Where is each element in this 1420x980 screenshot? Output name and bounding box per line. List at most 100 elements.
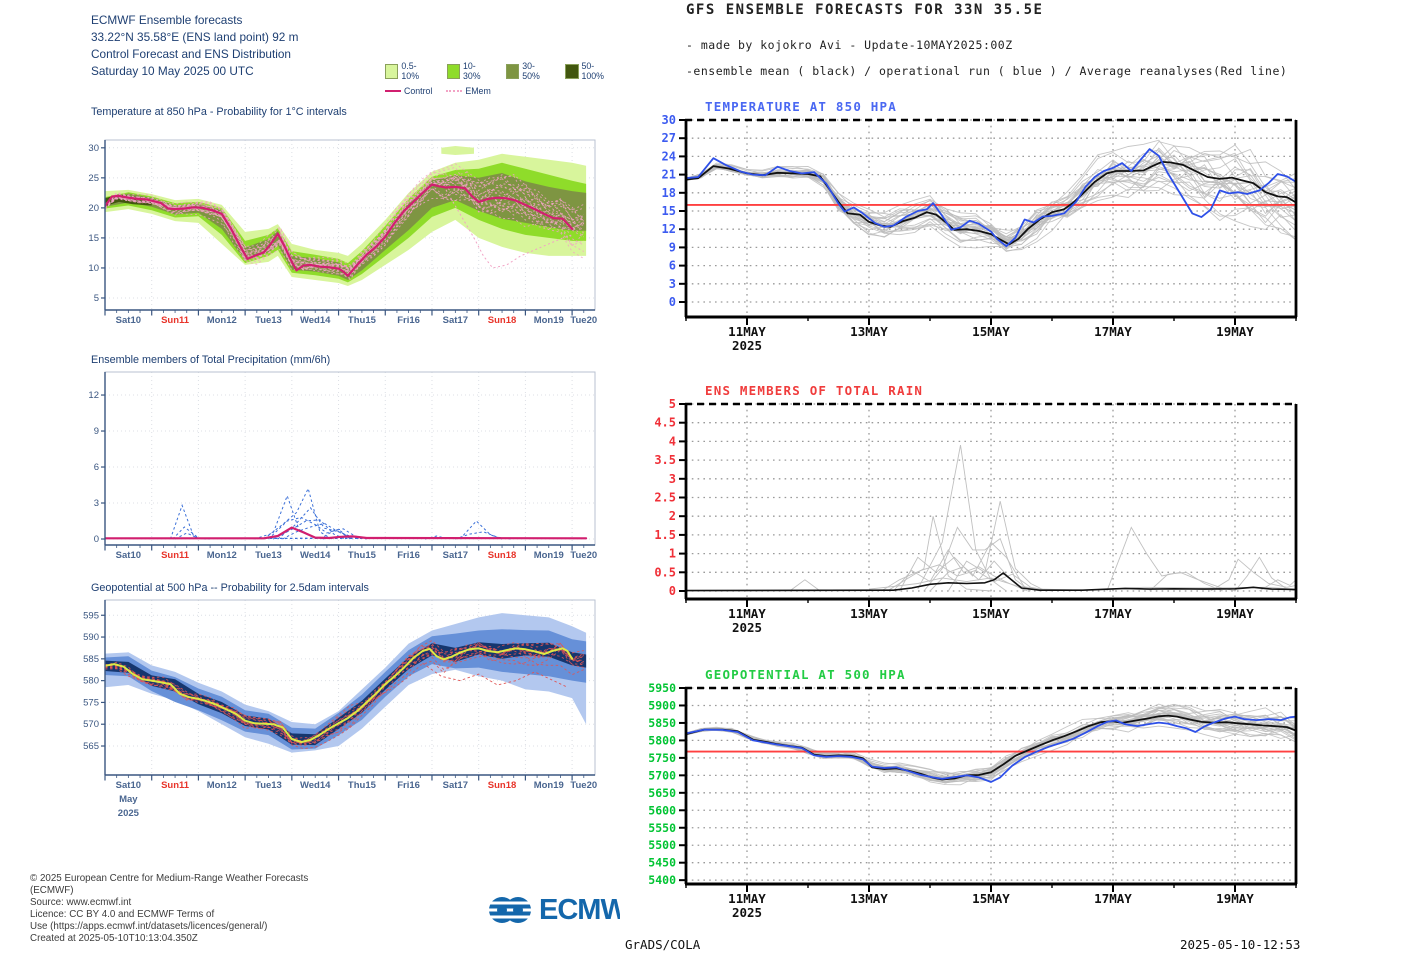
svg-text:18: 18 — [662, 186, 676, 200]
svg-text:595: 595 — [83, 610, 99, 621]
svg-text:15MAY: 15MAY — [972, 606, 1010, 621]
svg-text:Tue20: Tue20 — [570, 780, 597, 791]
ecmwf-logo-text: ECMWF — [539, 893, 620, 926]
svg-text:19MAY: 19MAY — [1216, 891, 1254, 906]
footer-licence: Licence: CC BY 4.0 and ECMWF Terms of — [30, 909, 215, 920]
svg-text:10: 10 — [88, 263, 99, 274]
legend-item-band1: 0.5-10% — [385, 61, 433, 81]
svg-text:565: 565 — [83, 741, 99, 752]
svg-text:Thu15: Thu15 — [348, 780, 377, 791]
svg-text:Sun18: Sun18 — [488, 315, 517, 326]
svg-text:15MAY: 15MAY — [972, 324, 1010, 339]
svg-text:Sat17: Sat17 — [443, 780, 468, 791]
svg-text:25: 25 — [88, 173, 99, 184]
svg-text:5: 5 — [94, 293, 99, 304]
band3-swatch — [505, 63, 520, 79]
svg-text:Fri16: Fri16 — [397, 780, 420, 791]
svg-text:2.5: 2.5 — [654, 490, 676, 504]
svg-text:Wed14: Wed14 — [300, 550, 331, 561]
svg-text:Thu15: Thu15 — [348, 315, 377, 326]
gfs-rain-title: ENS MEMBERS OF TOTAL RAIN — [705, 383, 924, 398]
svg-text:585: 585 — [83, 654, 99, 665]
svg-text:Sat17: Sat17 — [443, 315, 468, 326]
svg-text:24: 24 — [662, 149, 676, 163]
ecmwf-product-title: ECMWF Ensemble forecasts — [91, 13, 243, 27]
svg-text:Tue20: Tue20 — [570, 315, 597, 326]
svg-text:2025: 2025 — [732, 620, 762, 635]
svg-text:2025: 2025 — [732, 905, 762, 920]
svg-text:0.5: 0.5 — [654, 565, 676, 579]
svg-text:0: 0 — [669, 295, 676, 309]
ecmwf-temp850-title: Temperature at 850 hPa - Probability for… — [91, 106, 347, 118]
svg-text:5400: 5400 — [648, 873, 676, 887]
band4-label: 50-100% — [581, 61, 605, 81]
svg-text:590: 590 — [83, 632, 99, 643]
svg-text:5: 5 — [669, 397, 676, 411]
svg-text:5650: 5650 — [648, 786, 676, 800]
svg-text:6: 6 — [94, 462, 99, 473]
svg-text:Mon12: Mon12 — [207, 315, 237, 326]
svg-text:Mon19: Mon19 — [534, 780, 564, 791]
band2-swatch — [446, 63, 460, 79]
ecmwf-legend: 0.5-10% 10-30% 30-50% 50-100% Control — [385, 61, 615, 96]
svg-text:Sun11: Sun11 — [161, 550, 190, 561]
svg-text:13MAY: 13MAY — [850, 606, 888, 621]
legend-item-band4: 50-100% — [565, 61, 615, 81]
svg-text:May: May — [119, 794, 138, 805]
footer-created-at: Created at 2025-05-10T10:13:04.350Z — [30, 933, 198, 944]
svg-text:Sat10: Sat10 — [116, 780, 141, 791]
svg-text:Sat10: Sat10 — [116, 315, 141, 326]
svg-text:5800: 5800 — [648, 733, 676, 747]
ecmwf-geopot-title: Geopotential at 500 hPa -- Probability f… — [91, 582, 369, 594]
svg-text:Fri16: Fri16 — [397, 550, 420, 561]
svg-text:5950: 5950 — [648, 681, 676, 695]
ecmwf-precip-plot: 0 3 6 9 12 Sat10 Sun11 Mon12 Tue13 Wed14 Thu15 Fri1… — [88, 371, 597, 561]
svg-text:15: 15 — [88, 233, 99, 244]
svg-text:Sat10: Sat10 — [116, 550, 141, 561]
ecmwf-geopot-plot: 565 570 575 580 585 590 595 Sat10 Sun11 Mon12 Tue1… — [83, 599, 597, 819]
svg-text:30: 30 — [662, 113, 676, 127]
svg-text:3: 3 — [669, 277, 676, 291]
ecmwf-logo: ECMWF — [489, 892, 620, 928]
ecmwf-logo-mark — [489, 897, 533, 923]
svg-text:11MAY: 11MAY — [728, 324, 766, 339]
svg-text:5700: 5700 — [648, 768, 676, 782]
svg-text:Mon19: Mon19 — [534, 315, 564, 326]
gfs-title: GFS ENSEMBLE FORECASTS FOR 33N 35.5E — [686, 2, 1044, 18]
ecmwf-footer: © 2025 European Centre for Medium-Range … — [30, 873, 308, 945]
svg-text:11MAY: 11MAY — [728, 606, 766, 621]
ecmwf-location: 33.22°N 35.58°E (ENS land point) 92 m — [91, 30, 299, 44]
svg-text:6: 6 — [669, 259, 676, 273]
svg-text:20: 20 — [88, 203, 99, 214]
svg-text:15: 15 — [662, 204, 676, 218]
svg-text:580: 580 — [83, 676, 99, 687]
legend-item-emem: EMem — [446, 86, 491, 96]
svg-text:15MAY: 15MAY — [972, 891, 1010, 906]
footer-source: Source: www.ecmwf.int — [30, 897, 132, 908]
svg-text:5450: 5450 — [648, 856, 676, 870]
svg-text:19MAY: 19MAY — [1216, 606, 1254, 621]
svg-text:3: 3 — [669, 472, 676, 486]
svg-text:17MAY: 17MAY — [1094, 606, 1132, 621]
svg-text:2025: 2025 — [732, 338, 762, 353]
footer-copyright2: (ECMWF) — [30, 885, 74, 896]
grads-credit: GrADS/COLA — [625, 937, 701, 952]
legend-item-band3: 30-50% — [505, 61, 551, 81]
emem-line-swatch — [446, 90, 463, 92]
ecmwf-precip-title: Ensemble members of Total Precipitation … — [91, 354, 331, 366]
gfs-subtitle-legend: -ensemble mean ( black) / operational ru… — [686, 64, 1288, 78]
emem-label: EMem — [465, 86, 491, 96]
svg-text:9: 9 — [669, 240, 676, 254]
svg-text:Fri16: Fri16 — [397, 315, 420, 326]
svg-text:Tue13: Tue13 — [255, 550, 282, 561]
ecmwf-product-subtitle: Control Forecast and ENS Distribution — [91, 47, 291, 61]
svg-text:17MAY: 17MAY — [1094, 891, 1132, 906]
control-line-swatch — [385, 90, 401, 92]
svg-text:17MAY: 17MAY — [1094, 324, 1132, 339]
legend-item-control: Control — [385, 86, 432, 96]
svg-text:11MAY: 11MAY — [728, 891, 766, 906]
gfs-subtitle-author: - made by kojokro Avi - Update-10MAY2025… — [686, 38, 1013, 52]
